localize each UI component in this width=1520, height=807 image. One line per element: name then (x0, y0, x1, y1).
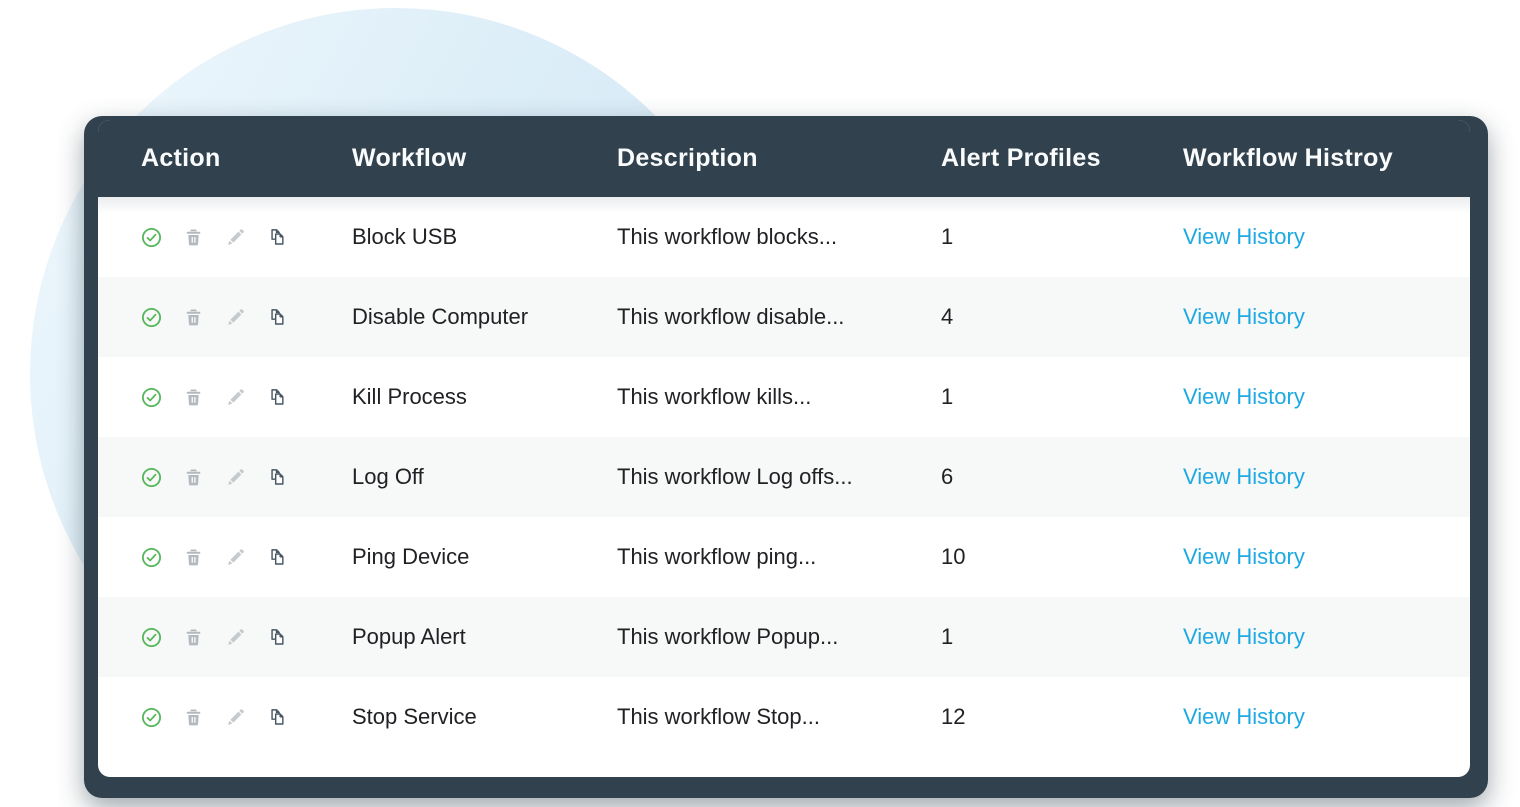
alert-profiles-count: 1 (941, 384, 954, 409)
table-header: Action Workflow Description Alert Profil… (98, 120, 1470, 197)
action-cell (141, 307, 352, 328)
table-row: Ping Device This workflow ping... 10 Vie… (98, 517, 1470, 597)
delete-trash-icon[interactable] (183, 387, 204, 408)
alert-profiles-count: 1 (941, 624, 954, 649)
alert-profiles-count: 1 (941, 224, 954, 249)
enable-check-icon[interactable] (141, 227, 162, 248)
table-row: Popup Alert This workflow Popup... 1 Vie… (98, 597, 1470, 677)
column-header-workflow: Workflow (352, 144, 467, 172)
alert-profiles-count: 6 (941, 464, 954, 489)
alert-profiles-count: 12 (941, 704, 966, 729)
view-history-link[interactable]: View History (1183, 464, 1305, 489)
workflow-name: Stop Service (352, 704, 477, 729)
copy-icon[interactable] (267, 707, 288, 728)
workflow-description: This workflow ping... (617, 544, 817, 569)
column-header-action: Action (141, 144, 221, 172)
workflow-description: This workflow Log offs... (617, 464, 853, 489)
workflow-name: Kill Process (352, 384, 467, 409)
edit-pencil-icon[interactable] (225, 307, 246, 328)
workflow-description: This workflow kills... (617, 384, 812, 409)
edit-pencil-icon[interactable] (225, 227, 246, 248)
copy-icon[interactable] (267, 627, 288, 648)
workflow-name: Popup Alert (352, 624, 466, 649)
enable-check-icon[interactable] (141, 307, 162, 328)
alert-profiles-count: 4 (941, 304, 954, 329)
edit-pencil-icon[interactable] (225, 467, 246, 488)
action-cell (141, 547, 352, 568)
delete-trash-icon[interactable] (183, 227, 204, 248)
action-cell (141, 627, 352, 648)
view-history-link[interactable]: View History (1183, 704, 1305, 729)
enable-check-icon[interactable] (141, 547, 162, 568)
view-history-link[interactable]: View History (1183, 624, 1305, 649)
column-header-alert-profiles: Alert Profiles (941, 144, 1101, 172)
table-row: Disable Computer This workflow disable..… (98, 277, 1470, 357)
workflow-name: Ping Device (352, 544, 470, 569)
copy-icon[interactable] (267, 547, 288, 568)
table-row: Stop Service This workflow Stop... 12 Vi… (98, 677, 1470, 757)
delete-trash-icon[interactable] (183, 627, 204, 648)
enable-check-icon[interactable] (141, 387, 162, 408)
table-row: Log Off This workflow Log offs... 6 View… (98, 437, 1470, 517)
copy-icon[interactable] (267, 467, 288, 488)
action-cell (141, 467, 352, 488)
workflow-table-card: Action Workflow Description Alert Profil… (98, 120, 1470, 777)
action-cell (141, 707, 352, 728)
column-header-workflow-history: Workflow Histroy (1183, 144, 1393, 172)
view-history-link[interactable]: View History (1183, 544, 1305, 569)
workflow-description: This workflow blocks... (617, 224, 838, 249)
delete-trash-icon[interactable] (183, 547, 204, 568)
workflow-description: This workflow Popup... (617, 624, 839, 649)
view-history-link[interactable]: View History (1183, 384, 1305, 409)
delete-trash-icon[interactable] (183, 307, 204, 328)
column-header-description: Description (617, 144, 758, 172)
table-body: Block USB This workflow blocks... 1 View… (98, 197, 1470, 757)
edit-pencil-icon[interactable] (225, 627, 246, 648)
view-history-link[interactable]: View History (1183, 224, 1305, 249)
action-cell (141, 227, 352, 248)
alert-profiles-count: 10 (941, 544, 966, 569)
copy-icon[interactable] (267, 227, 288, 248)
table-row: Kill Process This workflow kills... 1 Vi… (98, 357, 1470, 437)
enable-check-icon[interactable] (141, 627, 162, 648)
workflow-name: Disable Computer (352, 304, 529, 329)
action-cell (141, 387, 352, 408)
workflow-name: Log Off (352, 464, 424, 489)
copy-icon[interactable] (267, 387, 288, 408)
edit-pencil-icon[interactable] (225, 387, 246, 408)
edit-pencil-icon[interactable] (225, 547, 246, 568)
enable-check-icon[interactable] (141, 707, 162, 728)
delete-trash-icon[interactable] (183, 467, 204, 488)
workflow-description: This workflow disable... (617, 304, 845, 329)
enable-check-icon[interactable] (141, 467, 162, 488)
view-history-link[interactable]: View History (1183, 304, 1305, 329)
workflow-name: Block USB (352, 224, 458, 249)
edit-pencil-icon[interactable] (225, 707, 246, 728)
copy-icon[interactable] (267, 307, 288, 328)
workflow-description: This workflow Stop... (617, 704, 820, 729)
table-row: Block USB This workflow blocks... 1 View… (98, 197, 1470, 277)
delete-trash-icon[interactable] (183, 707, 204, 728)
